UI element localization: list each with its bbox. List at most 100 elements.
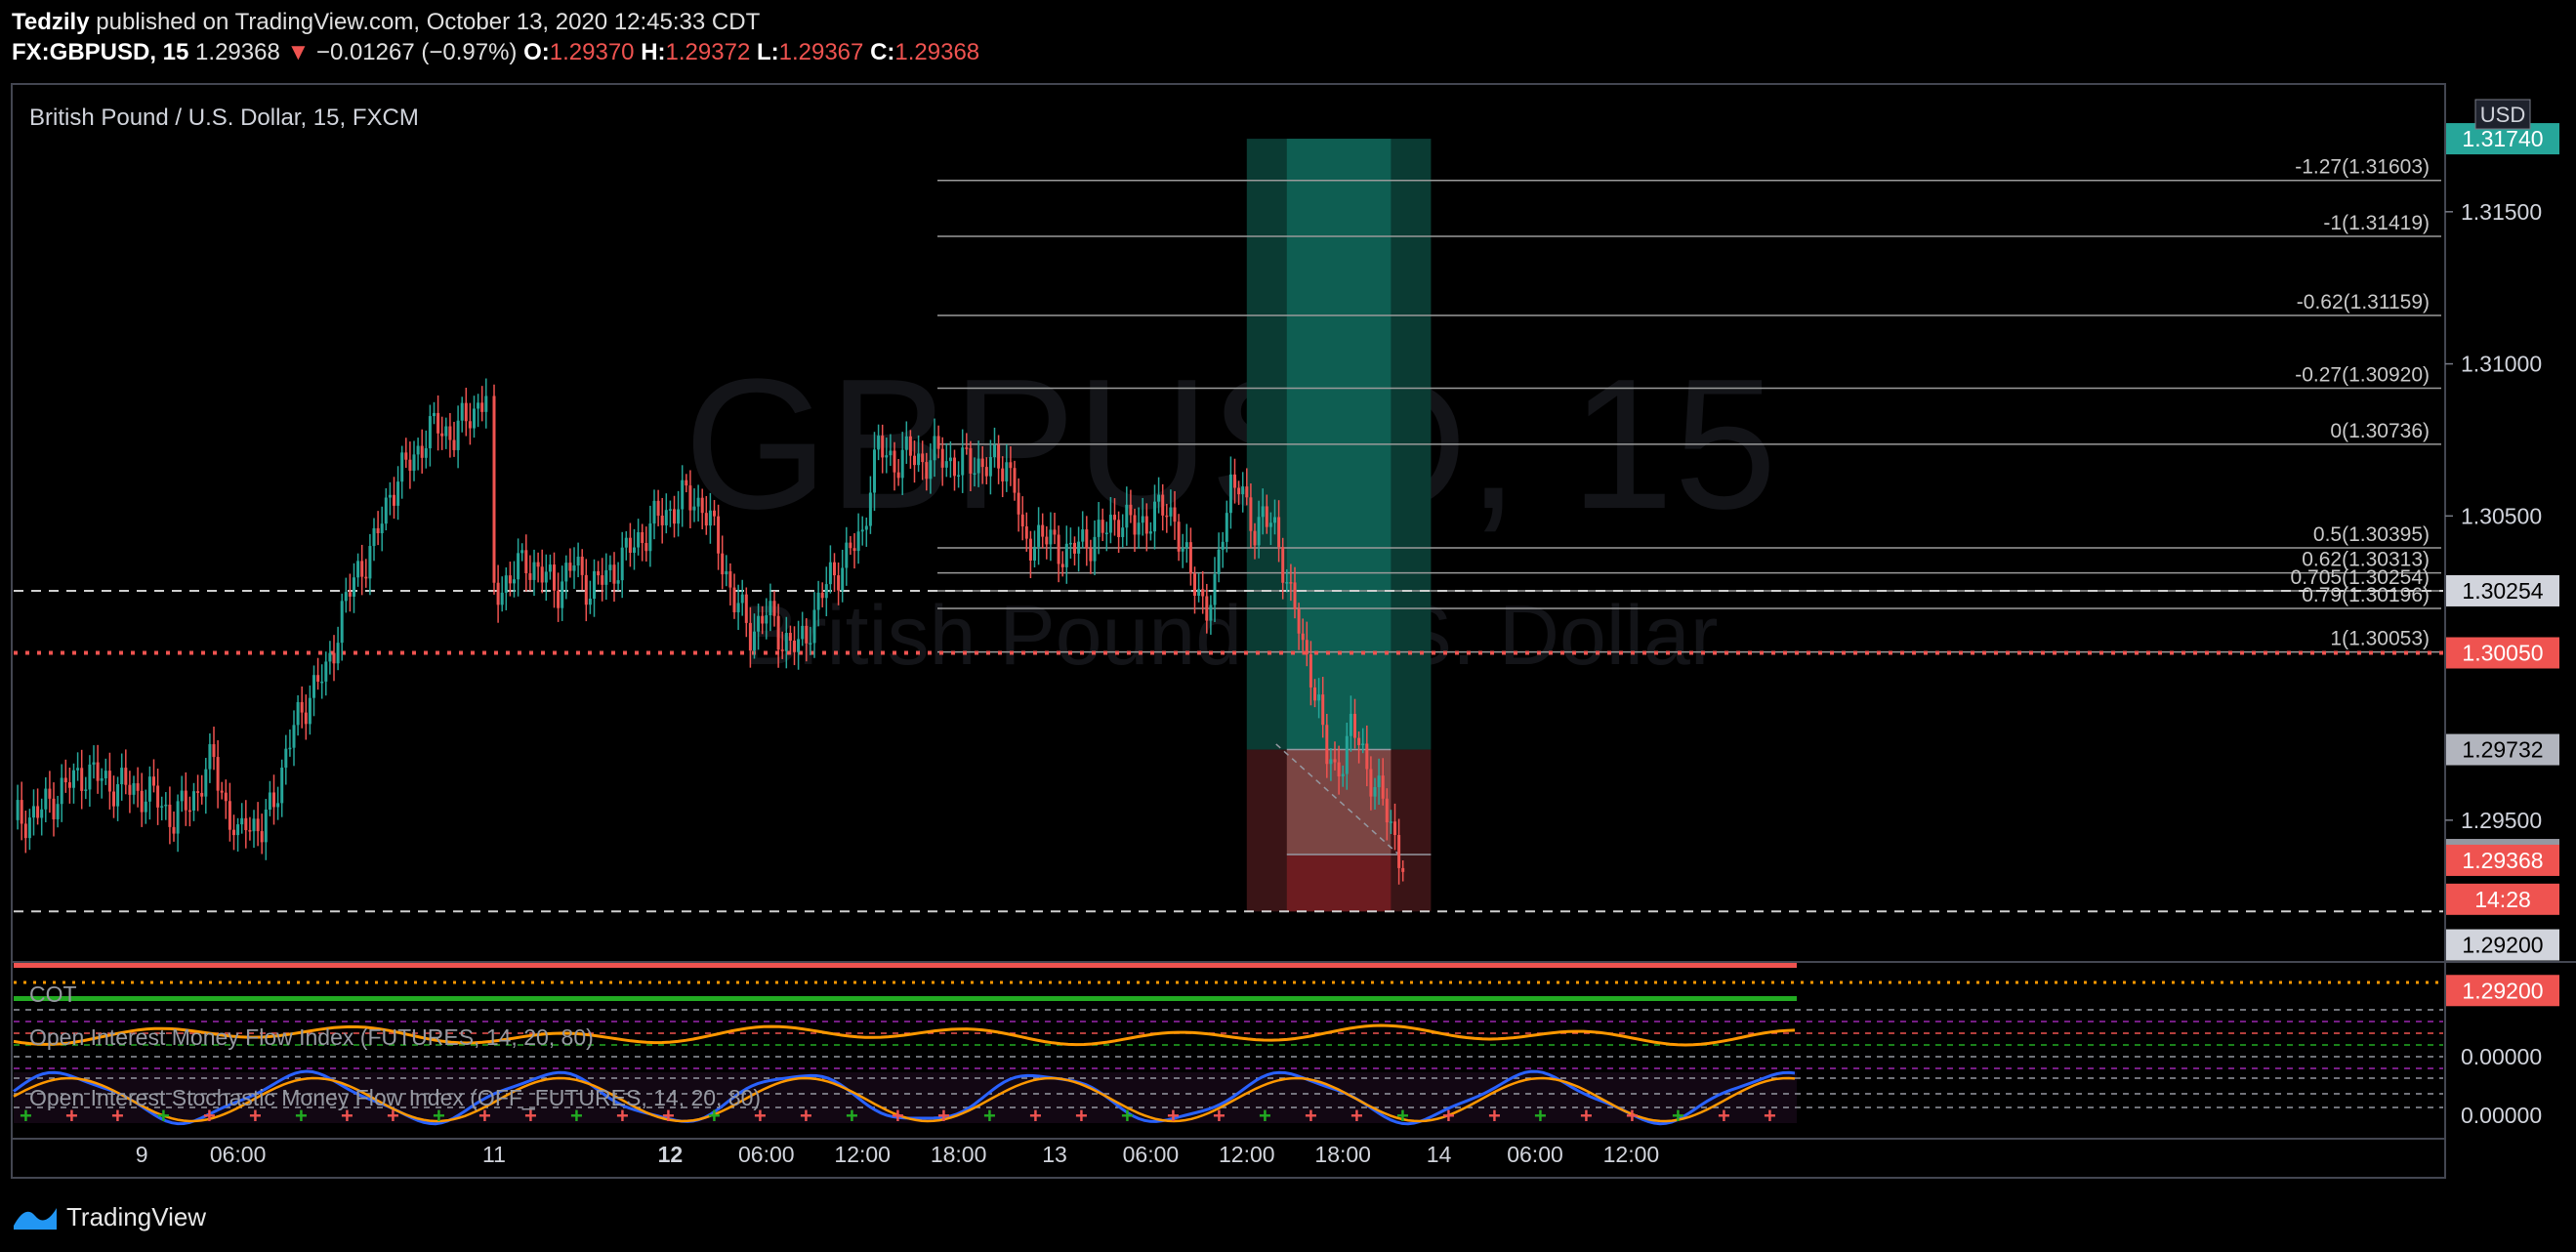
- candle-body: [368, 546, 372, 579]
- candle-body: [652, 500, 656, 524]
- candle-body: [980, 458, 984, 468]
- candle-body: [1401, 867, 1405, 872]
- time-label: 12:00: [1603, 1142, 1660, 1167]
- candle-body: [692, 506, 696, 511]
- candle-body: [1337, 762, 1341, 777]
- symbol-label[interactable]: FX:GBPUSD, 15: [12, 39, 189, 65]
- price-axis[interactable]: 1.31500 1.31000 1.30500 1.29500 1.31740 1.302…: [2445, 99, 2559, 1007]
- price-tag-label: 1.29200: [2462, 978, 2543, 1003]
- price-tag: [2446, 637, 2559, 669]
- stoch-signal-marker: +: [1442, 1104, 1455, 1128]
- candle-body: [881, 436, 885, 458]
- stoch-signal-marker: +: [892, 1104, 904, 1128]
- candle-body: [1345, 735, 1349, 774]
- candle-body: [548, 564, 552, 572]
- price-tag-label: 14:28: [2474, 887, 2531, 912]
- candle-body: [704, 513, 708, 526]
- candle-body: [984, 467, 988, 477]
- oi-mfi-line: [13, 1023, 1796, 1047]
- stoch-signal-marker: +: [249, 1104, 262, 1128]
- candle-body: [1157, 494, 1161, 502]
- candle-body: [1117, 520, 1121, 537]
- candle-body: [845, 542, 849, 568]
- candle-body: [736, 603, 740, 612]
- candle-body: [1089, 548, 1093, 562]
- candle-body: [412, 454, 416, 471]
- candle-body: [717, 516, 721, 554]
- candle-body: [688, 485, 692, 511]
- candle-body: [772, 601, 776, 616]
- candle-body: [793, 640, 796, 652]
- price-tag-label: 1.29732: [2462, 737, 2543, 763]
- stoch-signal-marker: +: [1213, 1104, 1226, 1128]
- candle-body: [120, 768, 124, 785]
- candle-body: [513, 579, 516, 584]
- candle-body: [404, 452, 408, 460]
- candle-body: [1369, 769, 1373, 797]
- time-label: 9: [136, 1142, 148, 1167]
- candle-body: [40, 809, 44, 818]
- candle-body: [564, 563, 568, 582]
- candle-body: [1121, 527, 1125, 537]
- candle-body: [713, 510, 716, 517]
- candle-body: [496, 582, 500, 605]
- candle-body: [528, 573, 532, 580]
- candle-body: [260, 831, 264, 843]
- publish-line: Tedzily published on TradingView.com, Oc…: [12, 8, 2551, 37]
- chart-title: British Pound / U.S. Dollar, 15, FXCM: [29, 104, 419, 131]
- candle-body: [624, 537, 628, 548]
- candle-body: [448, 426, 452, 440]
- horizontal-lines[interactable]: [14, 589, 2443, 913]
- candle-body: [1317, 694, 1321, 701]
- candle-body: [84, 789, 88, 791]
- candle-body: [1017, 492, 1020, 515]
- price-tag: [2446, 844, 2559, 876]
- candle-body: [584, 574, 588, 605]
- time-label: 11: [482, 1142, 506, 1167]
- candle-body: [997, 444, 1001, 469]
- candle-body: [969, 447, 973, 474]
- candle-body: [572, 565, 576, 571]
- candle-body: [23, 823, 27, 839]
- candle-body: [16, 800, 20, 820]
- candle-body: [1045, 536, 1049, 545]
- candle-body: [696, 497, 700, 507]
- candle-body: [1301, 633, 1305, 641]
- fib-level-label: -1.27(1.31603): [2295, 156, 2430, 179]
- stoch-signal-marker: +: [524, 1104, 537, 1128]
- indicator-panes: COT0Open Interest Money Flow Index (FUTU…: [13, 963, 2542, 1128]
- candle-body: [172, 826, 176, 834]
- stoch-signal-marker: +: [20, 1104, 32, 1128]
- stoch-signal-marker: +: [846, 1104, 858, 1128]
- fibonacci-extension[interactable]: -1.27(1.31603) -1(1.31419) -0.62(1.31159) -…: [937, 156, 2441, 653]
- candle-body: [1205, 596, 1209, 621]
- stoch-signal-marker: +: [754, 1104, 767, 1128]
- candle-body: [877, 436, 881, 450]
- candle-body: [744, 594, 748, 623]
- candle-body: [700, 497, 704, 514]
- low-value: 1.29367: [778, 39, 864, 65]
- candle-body: [1068, 542, 1072, 545]
- candle-body: [828, 562, 832, 585]
- candle-body: [961, 447, 965, 476]
- candle-body: [893, 450, 896, 473]
- loss-zone-hit: [1286, 855, 1392, 912]
- fib-level-label: -0.27(1.30920): [2295, 363, 2430, 386]
- time-axis[interactable]: 9 06:00 11 12 06:00 12:00 18:00 13 06:00 12:00 18:…: [136, 1142, 1659, 1167]
- candle-body: [864, 525, 868, 530]
- price-tag-label: 1.30050: [2462, 641, 2543, 666]
- stoch-signal-marker: +: [1396, 1104, 1409, 1128]
- candle-body: [769, 601, 772, 616]
- candle-body: [328, 652, 332, 662]
- candle-body: [612, 564, 616, 584]
- candle-body: [1293, 582, 1297, 609]
- candle-body: [1325, 725, 1329, 765]
- candle-body: [256, 818, 260, 832]
- candle-body: [593, 570, 596, 600]
- candle-body: [601, 575, 604, 585]
- author-name[interactable]: Tedzily: [12, 9, 90, 35]
- candle-body: [420, 445, 424, 458]
- candle-body: [1261, 506, 1265, 518]
- stoch-signal-marker: +: [1718, 1104, 1730, 1128]
